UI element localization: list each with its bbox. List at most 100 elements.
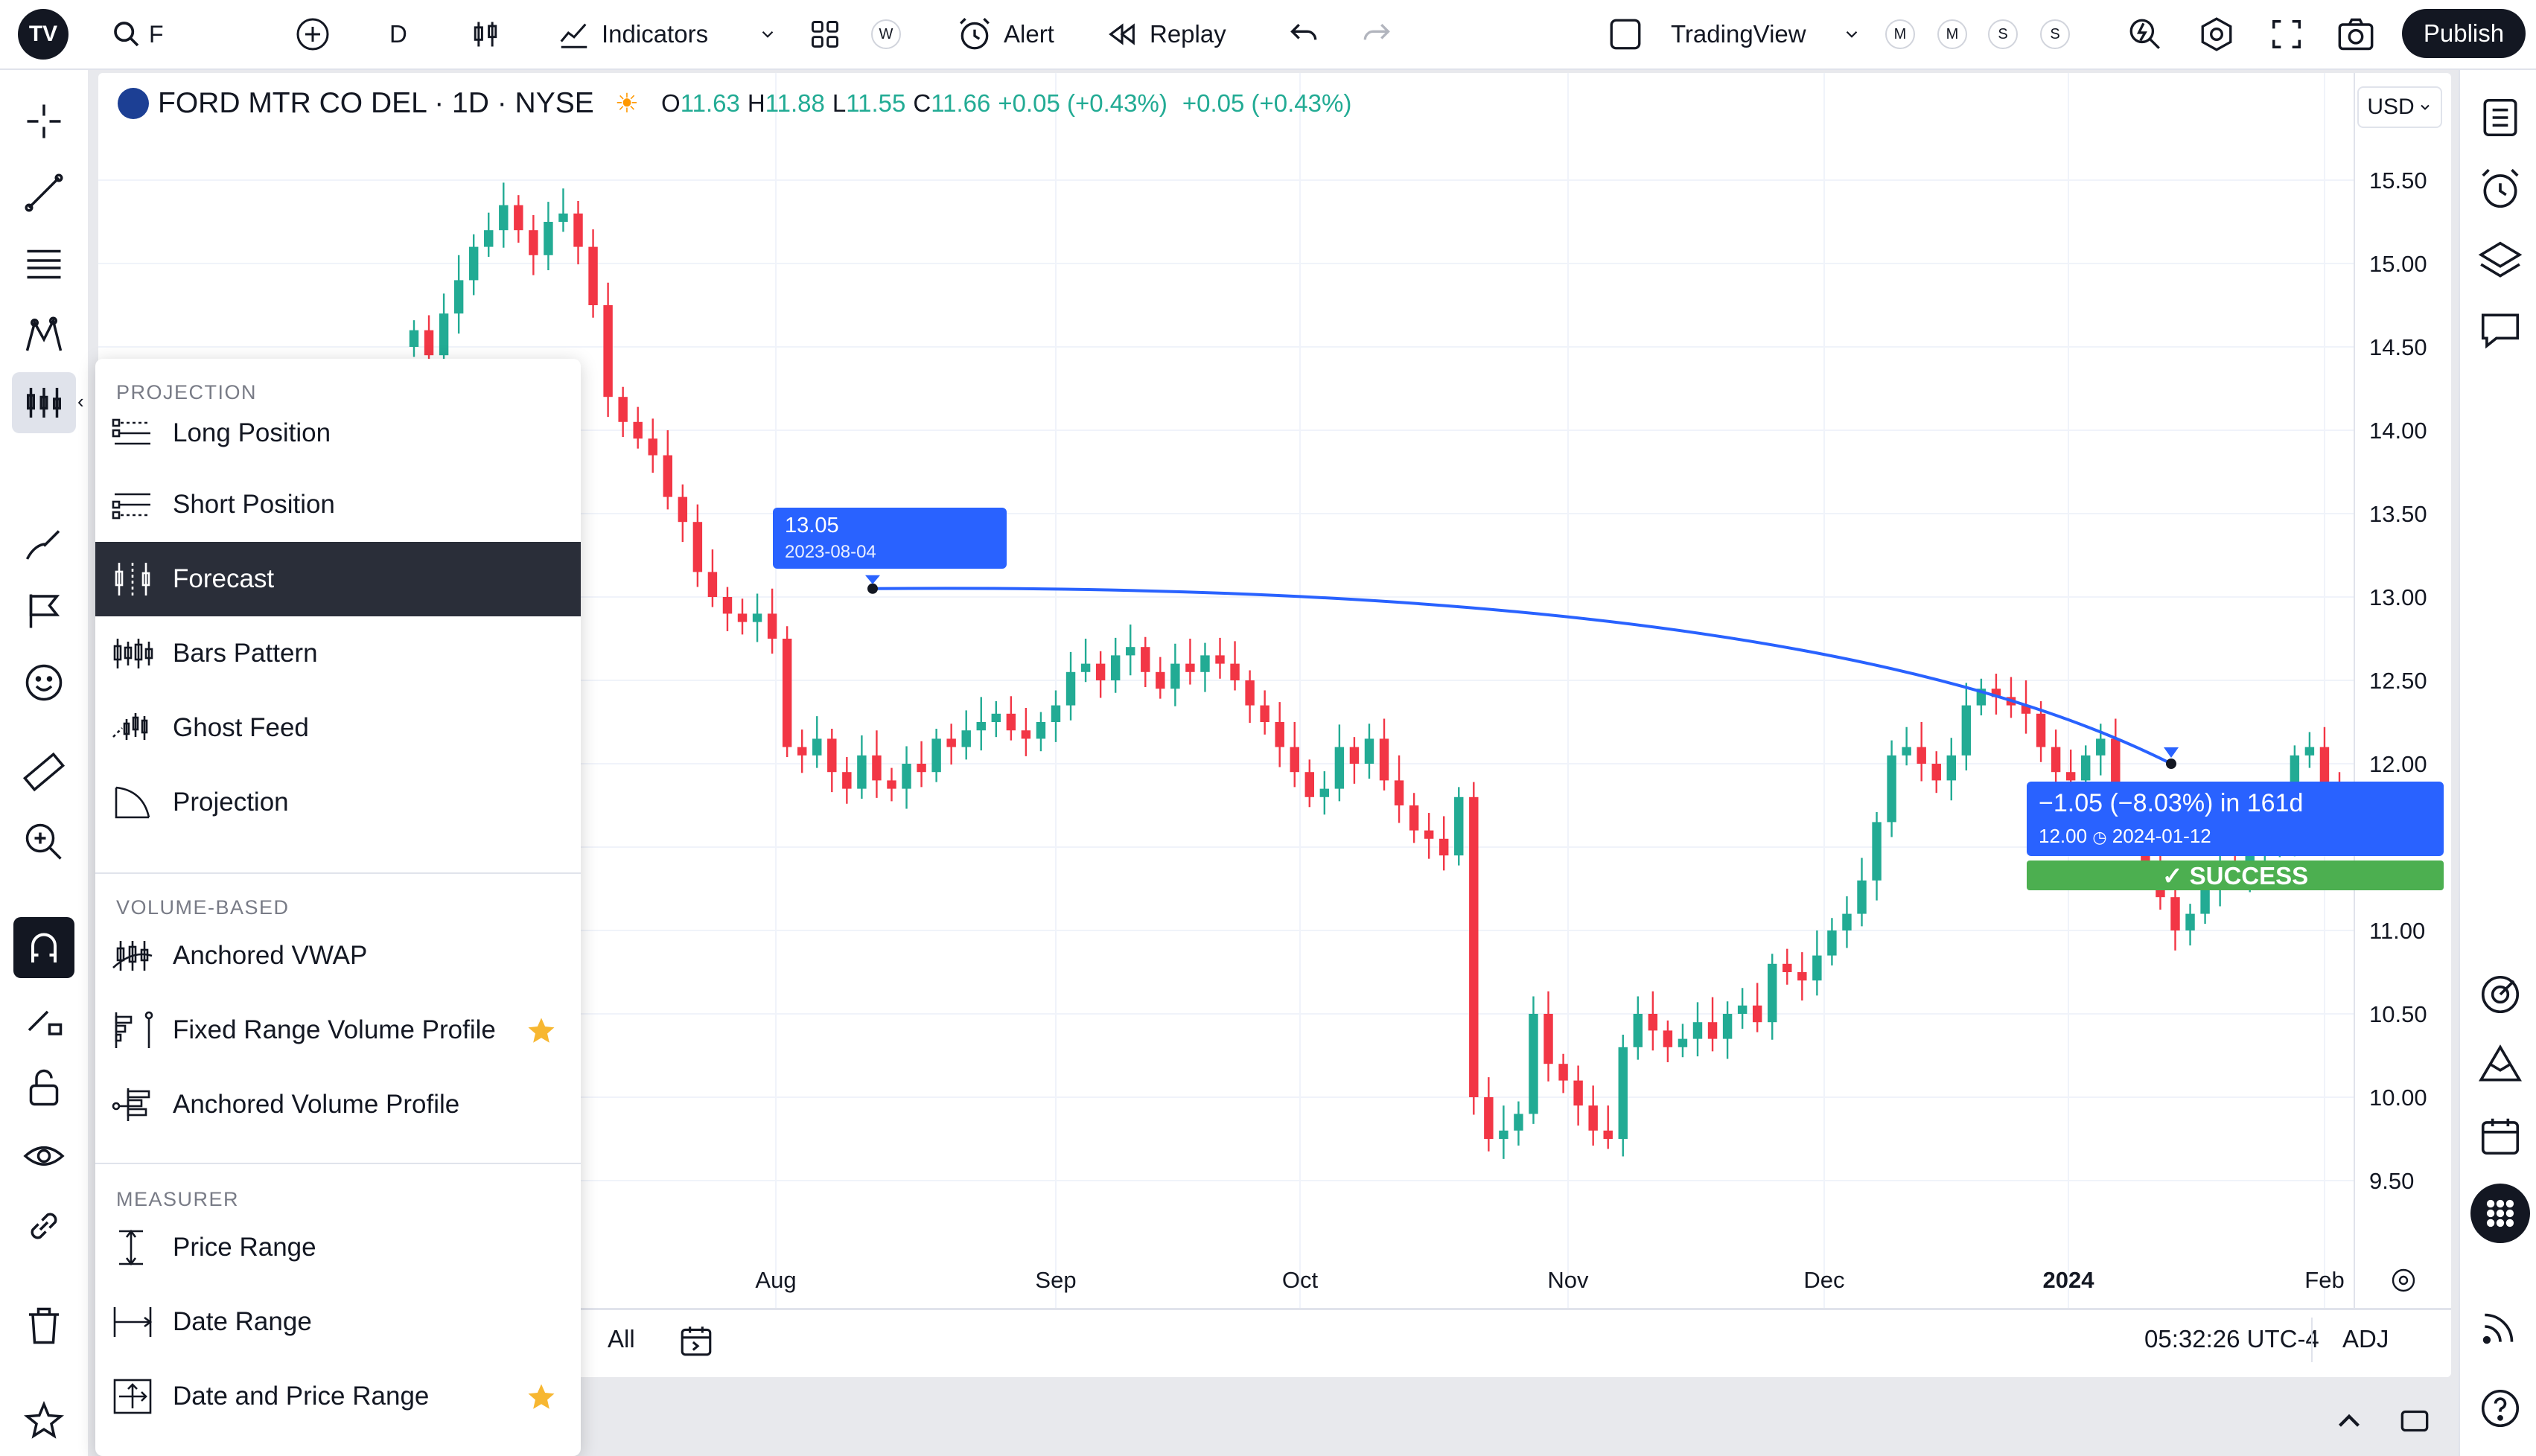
candle-body[interactable]: [2096, 738, 2106, 756]
candle-body[interactable]: [2200, 889, 2210, 914]
brush-tool[interactable]: [13, 514, 74, 575]
candle-body[interactable]: [1573, 1080, 1583, 1106]
candle-body[interactable]: [797, 747, 807, 756]
candle-body[interactable]: [1170, 663, 1180, 689]
candle-body[interactable]: [1484, 1097, 1494, 1139]
candle-body[interactable]: [1902, 747, 1911, 756]
candle-body[interactable]: [1633, 1014, 1643, 1047]
candle-body[interactable]: [573, 213, 583, 247]
candle-body[interactable]: [782, 639, 792, 747]
candle-body[interactable]: [767, 613, 777, 639]
candle-body[interactable]: [1469, 796, 1479, 1097]
alerts-panel-button[interactable]: [2476, 165, 2524, 213]
products-button[interactable]: [2470, 1184, 2530, 1243]
forecast-end-point[interactable]: [2166, 759, 2176, 769]
lock-drawings-button[interactable]: [13, 989, 74, 1050]
menu-item-projection[interactable]: Projection: [95, 765, 581, 840]
symbol-title[interactable]: FORD MTR CO DEL · 1D · NYSE: [158, 87, 594, 119]
publish-button[interactable]: Publish: [2402, 9, 2526, 58]
candle-body[interactable]: [453, 280, 464, 314]
candle-body[interactable]: [961, 730, 971, 747]
candle-body[interactable]: [1245, 680, 1255, 706]
menu-item-long-position[interactable]: Long Position: [95, 396, 581, 470]
candle-body[interactable]: [827, 738, 837, 773]
patterns-tool[interactable]: [13, 305, 74, 366]
forecast-start-label[interactable]: 13.05 2023-08-04: [773, 508, 1007, 569]
candle-body[interactable]: [1887, 755, 1896, 823]
candle-body[interactable]: [1006, 713, 1016, 731]
candle-body[interactable]: [1842, 913, 1852, 930]
candle-body[interactable]: [678, 496, 688, 523]
fib-tool[interactable]: [13, 234, 74, 295]
forecast-line[interactable]: [872, 587, 2172, 765]
candle-body[interactable]: [2065, 772, 2076, 781]
candle-body[interactable]: [2021, 705, 2031, 714]
icons-tool[interactable]: [13, 652, 74, 713]
templates-badge[interactable]: W: [871, 19, 901, 49]
candle-body[interactable]: [2036, 713, 2046, 747]
candle-body[interactable]: [2170, 897, 2180, 930]
candle-body[interactable]: [2304, 747, 2315, 756]
menu-item-date-range[interactable]: Date Range: [95, 1285, 581, 1359]
candle-body[interactable]: [1917, 747, 1926, 764]
candle-body[interactable]: [1543, 1014, 1553, 1064]
layout-badge-4[interactable]: S: [2040, 19, 2070, 49]
candle-body[interactable]: [1185, 663, 1195, 672]
candle-body[interactable]: [1692, 1022, 1703, 1039]
remove-drawings-button[interactable]: [13, 1295, 74, 1356]
candle-body[interactable]: [1260, 705, 1269, 722]
lock-all-button[interactable]: [13, 1057, 74, 1118]
candle-body[interactable]: [409, 330, 419, 347]
candle-body[interactable]: [514, 205, 523, 231]
settings-button[interactable]: [2198, 0, 2235, 68]
candle-body[interactable]: [917, 764, 926, 773]
chart-type-button[interactable]: [469, 0, 502, 68]
adjust-button[interactable]: ADJ: [2342, 1325, 2389, 1353]
quick-search-button[interactable]: [2126, 0, 2164, 68]
candle-body[interactable]: [1409, 805, 1419, 831]
candle-body[interactable]: [1364, 738, 1374, 764]
candle-body[interactable]: [1827, 930, 1837, 956]
candle-body[interactable]: [1141, 647, 1150, 672]
candle-body[interactable]: [812, 738, 822, 756]
interval-button[interactable]: D: [389, 20, 407, 48]
layout-checkbox[interactable]: [1607, 0, 1644, 68]
candle-body[interactable]: [468, 246, 479, 281]
candle-body[interactable]: [1051, 705, 1061, 722]
undo-button[interactable]: [1288, 0, 1321, 68]
maximize-panel-button[interactable]: [2396, 1402, 2433, 1443]
candle-body[interactable]: [1707, 1022, 1718, 1039]
favorite-star-icon[interactable]: [526, 1015, 557, 1047]
candle-body[interactable]: [544, 222, 553, 255]
candle-body[interactable]: [991, 713, 1001, 722]
forecast-result-label[interactable]: −1.05 (−8.03%) in 161d 12.00 ◷ 2024-01-1…: [2027, 782, 2444, 856]
candle-body[interactable]: [1021, 730, 1031, 739]
candle-body[interactable]: [1110, 655, 1121, 680]
candle-body[interactable]: [707, 572, 718, 597]
projection-tools[interactable]: [12, 372, 76, 433]
collapse-panel-button[interactable]: [2330, 1402, 2368, 1443]
candle-body[interactable]: [1648, 1014, 1658, 1031]
candle-body[interactable]: [1319, 788, 1330, 797]
hide-drawings-button[interactable]: [13, 1125, 74, 1187]
candle-body[interactable]: [1454, 796, 1464, 856]
candle-body[interactable]: [529, 230, 538, 255]
candle-body[interactable]: [484, 230, 494, 247]
candle-body[interactable]: [618, 397, 628, 422]
candle-body[interactable]: [1737, 1005, 1748, 1014]
crosshair-tool[interactable]: [13, 91, 74, 152]
candle-body[interactable]: [1379, 738, 1389, 781]
candle-body[interactable]: [857, 755, 867, 789]
candle-body[interactable]: [737, 613, 748, 622]
candle-body[interactable]: [902, 764, 911, 789]
candle-body[interactable]: [1752, 1005, 1762, 1023]
candle-body[interactable]: [2185, 913, 2195, 930]
gear-icon[interactable]: [2392, 1268, 2415, 1292]
candle-body[interactable]: [946, 738, 956, 747]
watchlist-button[interactable]: [2476, 94, 2524, 141]
candle-body[interactable]: [1290, 747, 1299, 773]
menu-item-bars-pattern[interactable]: Bars Pattern: [95, 616, 581, 691]
candle-body[interactable]: [1663, 1030, 1673, 1047]
layout-badge-2[interactable]: M: [1937, 19, 1967, 49]
candle-body[interactable]: [1230, 663, 1240, 680]
